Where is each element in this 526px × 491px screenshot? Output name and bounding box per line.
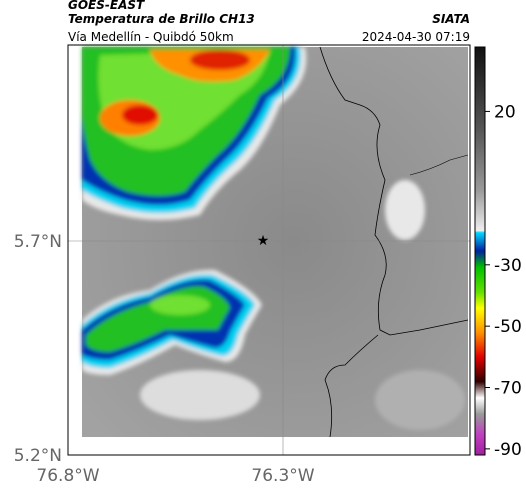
colorbar-tick-label: -50 bbox=[494, 317, 522, 337]
timestamp: 2024-04-30 07:19 bbox=[362, 30, 470, 44]
map-frame bbox=[67, 44, 471, 456]
lon-label: 76.8°W bbox=[36, 466, 99, 486]
colorbar-ticks: 20 -30 -50 -70 -90 bbox=[485, 102, 522, 460]
colorbar-tick-label: -90 bbox=[494, 440, 522, 460]
svg-text:★: ★ bbox=[257, 233, 270, 249]
lat-label: 5.7°N bbox=[14, 232, 62, 252]
colorbar bbox=[474, 46, 486, 456]
colorbar-tick-label: -30 bbox=[494, 256, 522, 276]
satellite-image: ★ bbox=[68, 45, 470, 455]
lat-label: 5.2°N bbox=[14, 446, 62, 466]
colorbar-tick-label: 20 bbox=[494, 102, 516, 122]
colorbar-tick-label: -70 bbox=[494, 379, 522, 399]
product: Temperatura de Brillo CH13 bbox=[68, 12, 255, 26]
agency: SIATA bbox=[432, 12, 470, 26]
lon-label: 76.3°W bbox=[251, 466, 314, 486]
route: Vía Medellín - Quibdó 50km bbox=[68, 30, 234, 44]
source: GOES-EAST bbox=[68, 0, 145, 12]
